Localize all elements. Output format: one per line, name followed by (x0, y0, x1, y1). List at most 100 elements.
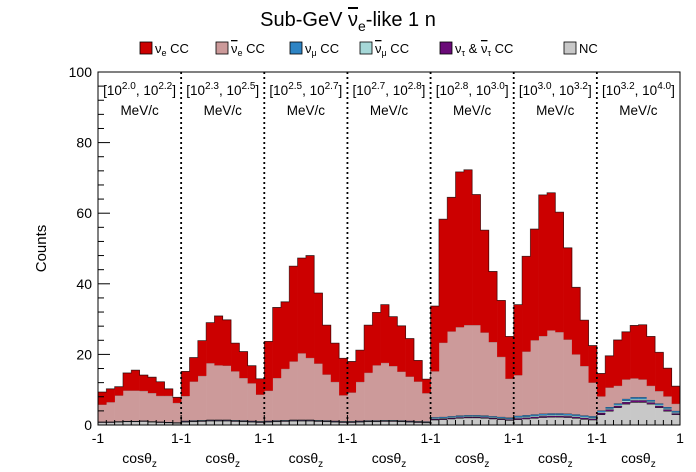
bar-segment (372, 421, 381, 425)
bar-segment (314, 292, 323, 364)
bar-segment (505, 378, 515, 418)
y-axis-label: Counts (33, 225, 50, 273)
x-axis-label: cosθz (205, 450, 240, 470)
panel-label: [103.0, 103.2] MeV/c (519, 81, 592, 118)
bar-segment (330, 343, 340, 382)
bar-segment (555, 414, 564, 416)
bar-segment (164, 422, 174, 425)
y-tick-label: 0 (84, 417, 92, 433)
bar-segment (389, 421, 398, 425)
bar-segment (663, 409, 672, 411)
bar-segment (164, 395, 174, 422)
bar-segment (630, 325, 639, 379)
bar-segment (189, 381, 199, 421)
bar-segment (347, 422, 357, 425)
bar-segment (530, 417, 539, 425)
x-tick-label: 1-1 (254, 430, 274, 446)
bar-segment (455, 416, 465, 418)
bar-segment (164, 388, 174, 396)
bar-segment (646, 401, 656, 403)
bar-segment (264, 390, 273, 421)
legend-swatch (215, 41, 229, 55)
bar-segment (222, 319, 232, 366)
bar-segment (596, 413, 606, 415)
bar-segment (546, 414, 556, 416)
bar-segment (455, 417, 465, 418)
bar-segment (505, 419, 515, 421)
bar-segment (463, 416, 473, 417)
bar-segment (330, 381, 340, 421)
bar-segment (438, 418, 448, 420)
bar-segment (197, 421, 207, 425)
bar-segment (621, 400, 631, 403)
total-step-line (98, 169, 680, 398)
bar-segment (472, 417, 481, 425)
bar-segment (530, 416, 539, 418)
legend-swatch (439, 41, 453, 55)
bar-segment (646, 403, 656, 425)
bar-segment (571, 354, 581, 415)
bar-segment (322, 325, 332, 375)
panel-unit-text: MeV/c (453, 103, 492, 118)
bar-segment (280, 368, 290, 421)
x-tick-label: 1-1 (504, 430, 524, 446)
bar-segment (563, 413, 573, 416)
bar-segment (546, 416, 556, 425)
bar-segment (513, 418, 523, 420)
bar-segment (289, 266, 298, 362)
bar-segment (522, 418, 531, 425)
bar-segment (455, 417, 465, 425)
bar-segment (605, 387, 614, 407)
bar-segment (580, 366, 589, 416)
bar-segment (546, 413, 556, 415)
bar-segment (530, 415, 539, 417)
bar-segment (314, 363, 323, 421)
bar-segment (580, 416, 589, 418)
x-tick-label: 1-1 (171, 430, 191, 446)
bar-segment (447, 418, 456, 425)
y-tick-label: 80 (76, 135, 92, 151)
bar-segment (663, 408, 672, 410)
bar-segment (106, 422, 115, 425)
panel-unit-text: MeV/c (204, 103, 243, 118)
bar-segment (139, 421, 149, 425)
bar-segment (663, 396, 672, 407)
bar-segment (630, 400, 639, 403)
bar-segment (472, 415, 481, 417)
bar-segment (638, 398, 648, 401)
bar-segment (655, 352, 664, 392)
legend-swatch (289, 41, 303, 55)
bar-segment (472, 416, 481, 418)
bar-segment (580, 419, 589, 425)
bar-segment (264, 341, 273, 391)
bar-segment (114, 395, 124, 422)
bar-segment (372, 365, 381, 421)
bar-segment (231, 421, 240, 425)
panel-label: [102.0, 102.2] MeV/c (103, 81, 176, 118)
bar-segment (305, 255, 315, 358)
bar-segment (513, 417, 523, 419)
bar-segment (646, 402, 656, 404)
bar-segment (206, 420, 215, 425)
bar-segment (480, 417, 490, 425)
bar-segment (497, 416, 506, 418)
bar-segment (239, 378, 248, 421)
bar-segment (563, 416, 573, 418)
bar-segment (588, 417, 598, 419)
bar-segment (181, 421, 190, 425)
bar-segment (389, 366, 398, 421)
bar-segment (413, 360, 423, 382)
bar-segment (239, 421, 248, 425)
bar-segment (546, 415, 556, 417)
bar-segment (397, 371, 406, 421)
bar-segment (122, 372, 132, 391)
bar-segment (463, 169, 473, 326)
bar-segment (646, 385, 656, 400)
bar-segment (663, 407, 672, 409)
bar-segment (571, 415, 581, 417)
bar-segment (522, 351, 531, 416)
bar-segment (655, 405, 664, 408)
legend-item: ντ & ντ CC (439, 41, 513, 58)
bar-segment (364, 325, 373, 373)
bar-segment (206, 363, 215, 420)
